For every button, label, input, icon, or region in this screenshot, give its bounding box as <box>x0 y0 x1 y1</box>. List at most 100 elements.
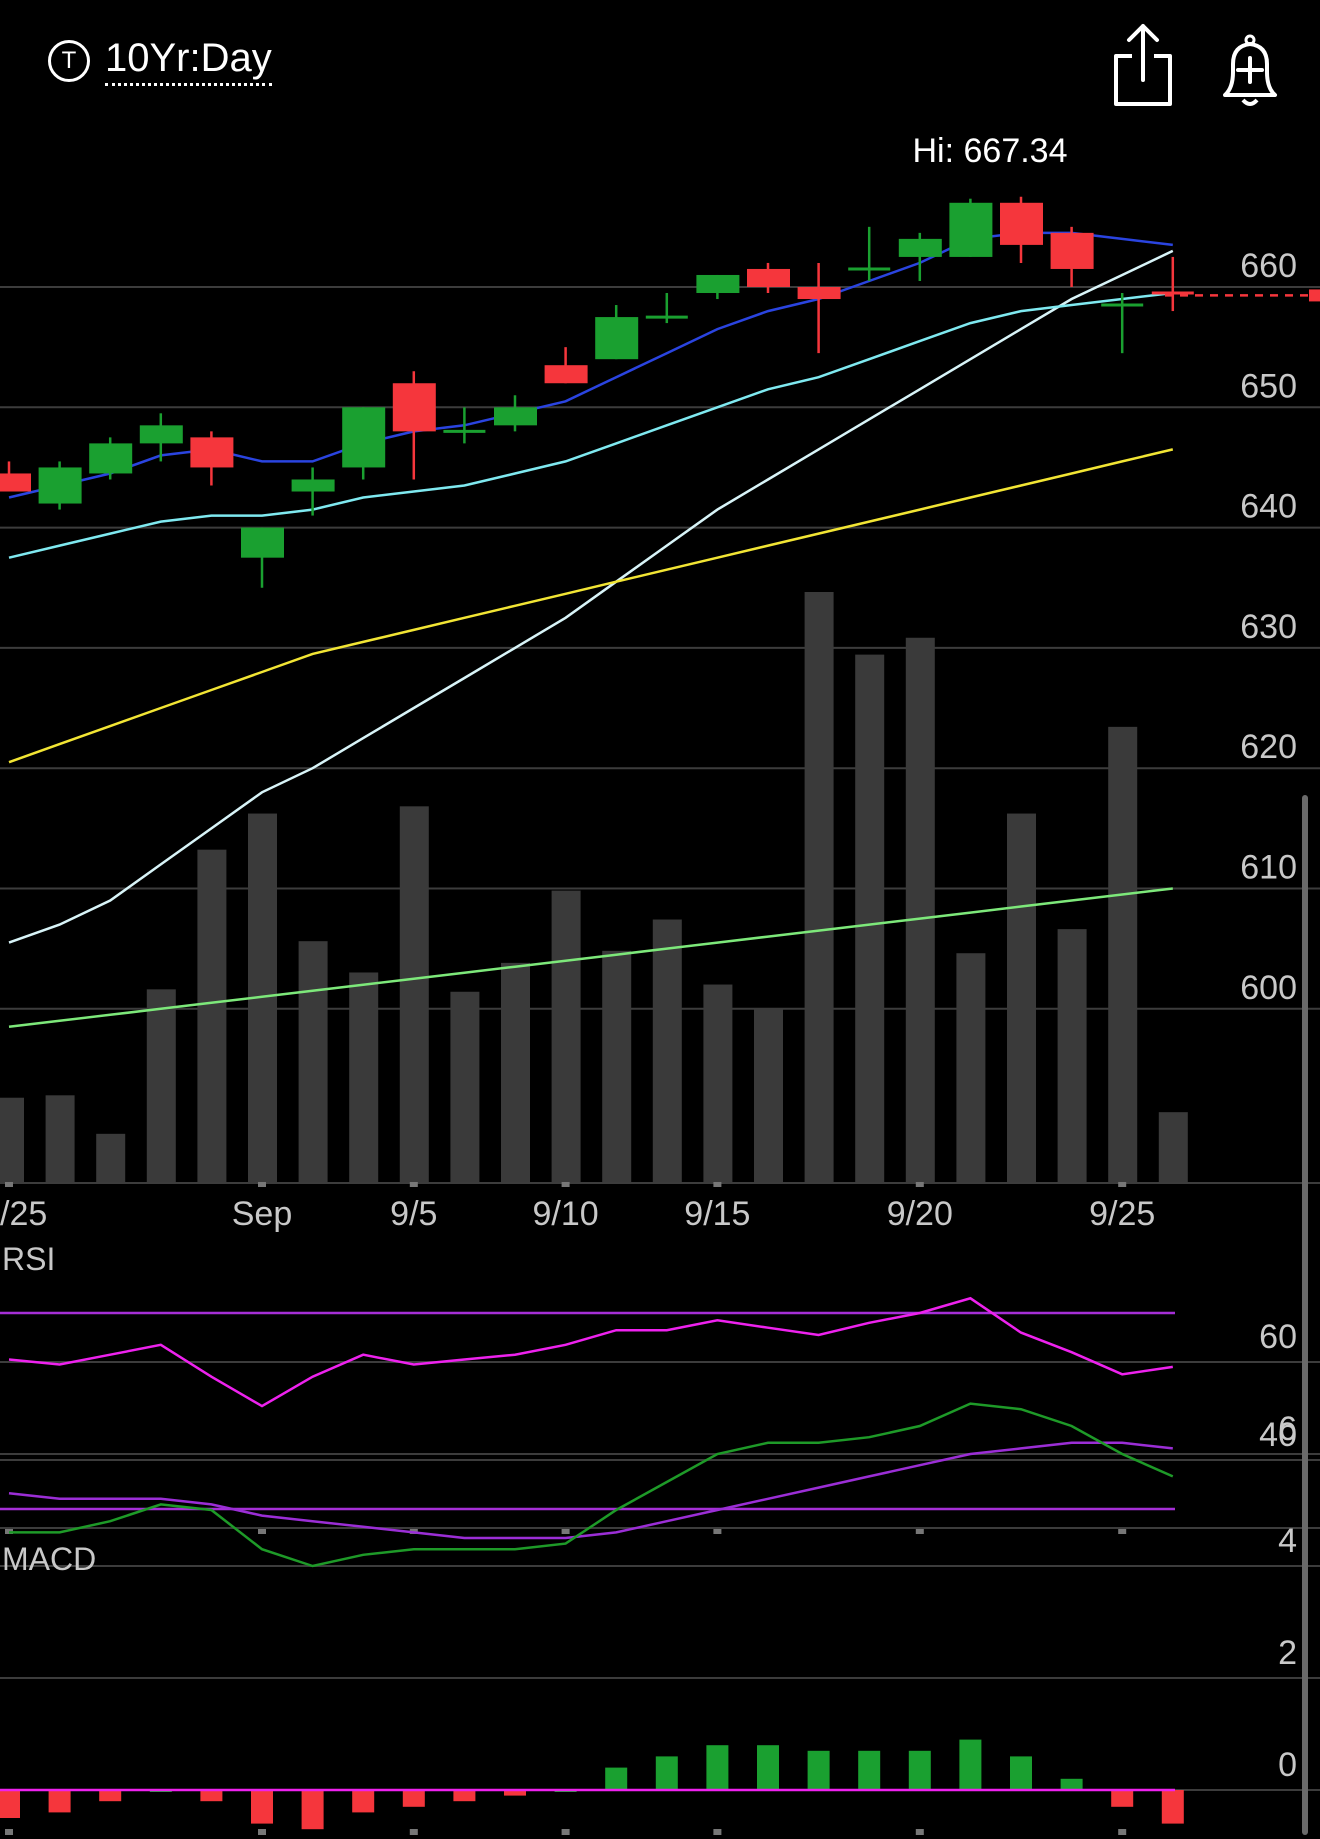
date-tick <box>409 1829 418 1835</box>
macd-histogram-bar <box>1060 1778 1083 1790</box>
volume-bar <box>0 1097 24 1182</box>
candle-body <box>595 317 639 360</box>
price-tick-label: 600 <box>1240 969 1297 1007</box>
volume-bar <box>905 637 935 1182</box>
volume-bar <box>1057 929 1087 1182</box>
macd-tick-label: 6 <box>1278 1410 1297 1448</box>
ma-blue-line <box>8 231 1173 499</box>
volume-bar <box>551 890 581 1182</box>
candle-body <box>0 473 31 492</box>
ma-yellow-line <box>8 448 1174 764</box>
macd-histogram-bar <box>1111 1790 1134 1807</box>
macd-histogram-bar <box>757 1745 779 1790</box>
candle-body <box>291 479 335 492</box>
macd-histogram-bar <box>1010 1756 1032 1790</box>
ticker-t-icon[interactable]: T <box>48 40 90 82</box>
date-tick <box>258 1829 266 1835</box>
volume-bar <box>45 1095 75 1182</box>
volume-bar <box>956 953 986 1182</box>
candle-body <box>139 425 183 444</box>
volume-bar <box>399 806 429 1182</box>
date-tick <box>258 1180 266 1187</box>
date-tick <box>915 1829 924 1835</box>
volume-bar <box>804 592 834 1182</box>
vertical-scrollbar[interactable] <box>1302 795 1308 1835</box>
macd-histogram-bar <box>504 1790 526 1796</box>
date-label: Sep <box>232 1195 293 1233</box>
candle-body <box>190 437 234 468</box>
macd-signal-line <box>8 1441 1173 1540</box>
date-tick <box>409 1528 418 1534</box>
high-price-label: Hi: 667.34 <box>913 132 1068 170</box>
volume-bar <box>855 654 885 1182</box>
volume-bar <box>652 919 682 1182</box>
macd-histogram-bar <box>858 1750 881 1790</box>
candle-body <box>898 238 942 257</box>
date-tick <box>1118 1180 1127 1187</box>
date-tick <box>561 1528 570 1534</box>
candle-body <box>797 287 841 300</box>
price-tick-label: 630 <box>1240 608 1297 646</box>
macd-line <box>9 1402 1174 1568</box>
macd-histogram-bar <box>402 1790 425 1807</box>
volume-bar <box>146 989 176 1182</box>
volume-bar <box>450 991 480 1182</box>
volume-bar <box>96 1133 126 1182</box>
volume-bar <box>1108 726 1138 1182</box>
share-icon[interactable] <box>1108 22 1178 112</box>
date-tick <box>5 1829 13 1835</box>
date-tick <box>915 1180 924 1187</box>
candle-body <box>747 268 790 287</box>
chart-title-timeframe[interactable]: 10Yr:Day <box>105 36 272 86</box>
bell-plus-icon[interactable] <box>1215 20 1285 110</box>
last-price-marker <box>1309 289 1320 302</box>
candle-body <box>342 407 386 468</box>
ma-white-line <box>8 249 1174 944</box>
macd-histogram-bar <box>1161 1790 1184 1824</box>
macd-histogram-bar <box>655 1756 678 1790</box>
date-tick <box>561 1180 570 1187</box>
candle-body <box>544 365 588 384</box>
date-tick <box>5 1180 13 1187</box>
volume-bar <box>197 849 227 1182</box>
date-tick <box>713 1829 722 1835</box>
date-tick <box>713 1528 722 1534</box>
date-tick <box>1118 1528 1127 1534</box>
date-tick <box>5 1528 13 1534</box>
price-tick-label: 620 <box>1240 728 1297 766</box>
volume-bar <box>349 972 379 1182</box>
volume-bar <box>754 1008 783 1182</box>
macd-tick-label: 2 <box>1278 1634 1297 1672</box>
rsi-line <box>8 1296 1173 1408</box>
macd-histogram-bar <box>908 1750 931 1790</box>
date-tick <box>409 1180 418 1187</box>
top-bar: T 10Yr:Day <box>0 0 1320 120</box>
date-tick <box>258 1528 266 1534</box>
candle-body <box>392 383 436 432</box>
macd-histogram-bar <box>0 1790 20 1818</box>
date-label: /25 <box>0 1195 47 1233</box>
ma-cyan-line <box>8 291 1173 559</box>
date-tick <box>561 1829 570 1835</box>
macd-histogram-bar <box>200 1790 223 1802</box>
macd-histogram-bar <box>48 1790 71 1813</box>
volume-bar <box>1007 813 1036 1182</box>
macd-histogram-bar <box>352 1790 375 1813</box>
date-label: 9/10 <box>533 1195 599 1233</box>
rsi-tick-label: 60 <box>1259 1318 1297 1356</box>
candle-body <box>949 202 993 257</box>
volume-bar <box>1158 1112 1188 1182</box>
price-tick-label: 640 <box>1240 488 1297 526</box>
rsi-label: RSI <box>2 1241 55 1277</box>
date-tick <box>713 1180 722 1187</box>
macd-histogram-bar <box>251 1790 273 1824</box>
candle-body <box>89 443 133 474</box>
macd-histogram-bar <box>301 1790 324 1830</box>
macd-histogram-bar <box>605 1767 628 1790</box>
date-label: 9/20 <box>887 1195 953 1233</box>
rsi-tick-label: 40 <box>1259 1416 1297 1454</box>
date-tick <box>1118 1829 1127 1835</box>
date-label: 9/25 <box>1089 1195 1155 1233</box>
date-tick <box>915 1528 924 1534</box>
